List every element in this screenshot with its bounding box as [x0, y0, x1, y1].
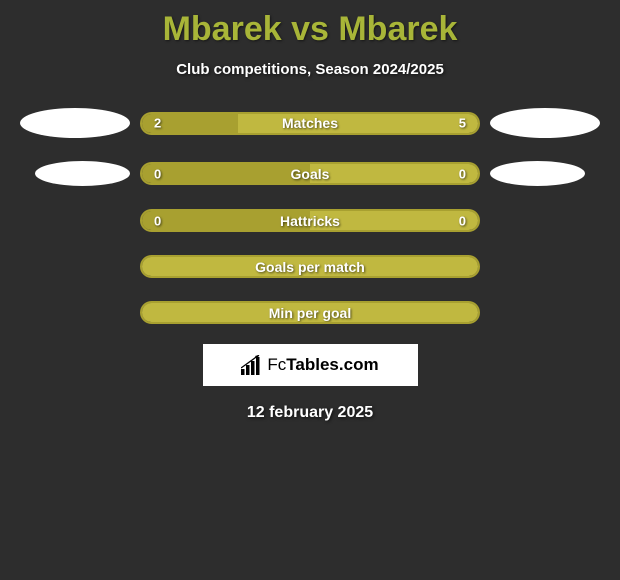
- player-marker-left: [20, 108, 130, 138]
- stat-value-left: 2: [154, 116, 161, 131]
- stat-value-right: 5: [459, 116, 466, 131]
- stat-bar: 0 0 Goals: [140, 162, 480, 185]
- stat-label: Min per goal: [269, 305, 351, 321]
- logo-content: FcTables.com: [241, 355, 378, 375]
- subtitle: Club competitions, Season 2024/2025: [0, 61, 620, 78]
- stat-bar-right-fill: [310, 164, 478, 183]
- stat-label: Matches: [282, 115, 338, 131]
- logo-text: FcTables.com: [267, 355, 378, 375]
- stat-value-left: 0: [154, 166, 161, 181]
- stat-value-right: 0: [459, 166, 466, 181]
- stat-value-left: 0: [154, 213, 161, 228]
- stat-row: 2 5 Matches: [0, 108, 620, 138]
- chart-bars-icon: [241, 355, 263, 375]
- stat-row: Min per goal: [0, 301, 620, 324]
- stat-bar: Min per goal: [140, 301, 480, 324]
- player-marker-right: [490, 108, 600, 138]
- stat-label: Hattricks: [280, 213, 340, 229]
- stat-label: Goals: [291, 166, 330, 182]
- stat-bar: 2 5 Matches: [140, 112, 480, 135]
- stat-bar-left-fill: [142, 164, 310, 183]
- page-title: Mbarek vs Mbarek: [0, 10, 620, 49]
- stat-row: Goals per match: [0, 255, 620, 278]
- stat-rows: 2 5 Matches 0 0 Goals 0 0 Hattricks Goals per mat…: [0, 108, 620, 324]
- stat-value-right: 0: [459, 213, 466, 228]
- stat-bar: Goals per match: [140, 255, 480, 278]
- stat-row: 0 0 Hattricks: [0, 209, 620, 232]
- player-marker-right: [490, 161, 585, 186]
- date-label: 12 february 2025: [0, 404, 620, 422]
- stat-bar-right-fill: [238, 114, 478, 133]
- stat-bar: 0 0 Hattricks: [140, 209, 480, 232]
- stat-label: Goals per match: [255, 259, 365, 275]
- stats-comparison-card: Mbarek vs Mbarek Club competitions, Seas…: [0, 0, 620, 580]
- player-marker-left: [35, 161, 130, 186]
- logo-box[interactable]: FcTables.com: [203, 344, 418, 386]
- stat-row: 0 0 Goals: [0, 161, 620, 186]
